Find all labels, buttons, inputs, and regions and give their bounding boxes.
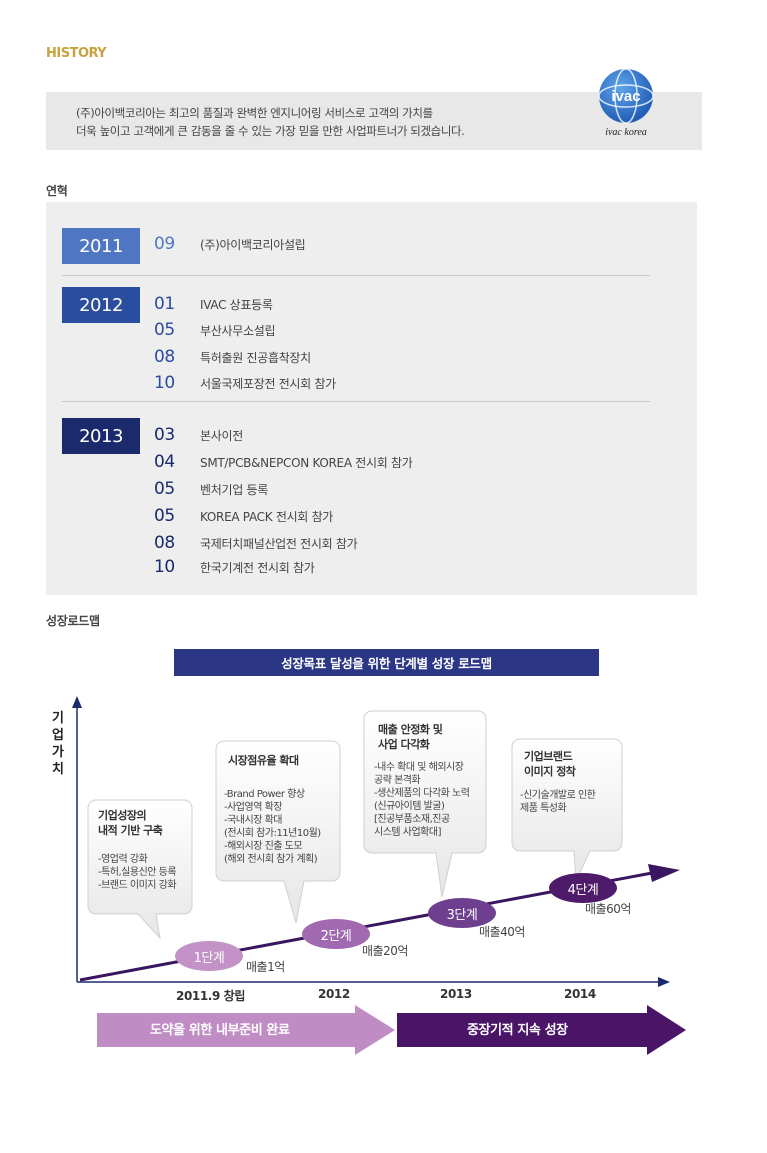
section-title-history: 연혁 [46, 184, 68, 198]
intro-text: (주)아이백코리아는 최고의 품질과 완벽한 엔지니어링 서비스로 고객의 가치… [76, 104, 465, 140]
history-heading: HISTORY [46, 46, 107, 61]
roadmap-banner: 성장목표 달성을 위한 단계별 성장 로드맵 [174, 649, 599, 676]
stage-4-sales: 매출60억 [585, 902, 631, 916]
entry-month: 05 [154, 320, 175, 340]
entry-month: 03 [154, 425, 175, 445]
stage-3-badge: 3단계 [428, 898, 496, 928]
stage-2-sales: 매출20억 [362, 944, 408, 958]
history-panel: 2011 09 (주)아이백코리아설립 2012 01 IVAC 상표등록 05… [46, 202, 697, 595]
bubble-3-title: 매출 안정화 및 사업 다각화 [378, 723, 443, 751]
history-entry: 03 본사이전 [154, 424, 243, 446]
entry-text: KOREA PACK 전시회 참가 [200, 509, 334, 524]
ivac-korea-logo: ivac ivac korea [598, 68, 654, 138]
entry-text: SMT/PCB&NEPCON KOREA 전시회 참가 [200, 455, 413, 470]
section-title-roadmap: 성장로드맵 [46, 614, 100, 628]
history-entry: 08 국제터치패널산업전 전시회 참가 [154, 532, 358, 554]
stage-3-sales: 매출40억 [479, 925, 525, 939]
intro-line-2: 더욱 높이고 고객에게 큰 감동을 줄 수 있는 가장 믿을 만한 사업파트너가… [76, 124, 465, 138]
bubble-2-text: -Brand Power 향상 -사업영역 확장 -국내시장 확대 (전시회 참… [224, 789, 321, 865]
bubble-1-title: 기업성장의 내적 기반 구축 [98, 809, 163, 837]
year-badge-2012: 2012 [62, 287, 140, 323]
entry-month: 01 [154, 294, 175, 314]
history-entry: 10 한국기계전 전시회 참가 [154, 556, 315, 578]
history-entry: 05 부산사무소설립 [154, 319, 275, 341]
entry-text: (주)아이백코리아설립 [200, 237, 306, 252]
history-entry: 08 특허출원 진공흡착장치 [154, 346, 311, 368]
bottom-arrow-1-label: 도약을 위한 내부준비 완료 [150, 1023, 290, 1038]
x-tick-label: 2013 [440, 987, 472, 1001]
history-entry: 04 SMT/PCB&NEPCON KOREA 전시회 참가 [154, 451, 413, 473]
x-tick-label: 2011.9 창립 [176, 989, 245, 1003]
y-axis-arrowhead [72, 696, 82, 708]
entry-month: 10 [154, 373, 175, 393]
year-badge-2011: 2011 [62, 228, 140, 264]
year-badge-2013: 2013 [62, 418, 140, 454]
entry-text: 한국기계전 전시회 참가 [200, 560, 315, 575]
bottom-arrow-2-label: 중장기적 지속 성장 [467, 1023, 568, 1038]
stage-2-badge: 2단계 [302, 919, 370, 949]
divider [62, 275, 650, 276]
intro-banner: (주)아이백코리아는 최고의 품질과 완벽한 엔지니어링 서비스로 고객의 가치… [46, 68, 702, 150]
x-axis-arrowhead [658, 977, 670, 987]
history-entry: 05 벤처기업 등록 [154, 478, 268, 500]
history-entry: 10 서울국제포장전 전시회 참가 [154, 372, 336, 394]
entry-month: 04 [154, 452, 175, 472]
entry-text: IVAC 상표등록 [200, 297, 273, 312]
growth-arrowhead [648, 864, 680, 882]
y-axis-label: 기업가치 [52, 711, 64, 777]
intro-line-1: (주)아이백코리아는 최고의 품질과 완벽한 엔지니어링 서비스로 고객의 가치… [76, 106, 433, 120]
stage-1-sales: 매출1억 [246, 960, 285, 974]
entry-text: 서울국제포장전 전시회 참가 [200, 376, 336, 391]
entry-month: 05 [154, 479, 175, 499]
entry-text: 벤처기업 등록 [200, 482, 268, 497]
bubble-1-text: -영업력 강화 -특허,실용신안 등록 -브랜드 이미지 강화 [98, 854, 177, 891]
entry-text: 본사이전 [200, 428, 243, 443]
entry-month: 08 [154, 347, 175, 367]
history-entry: 01 IVAC 상표등록 [154, 293, 273, 315]
bubble-4-text: -신기술개발로 인한 제품 특성화 [520, 790, 596, 814]
bubble-3-text: -내수 확대 및 해외시장 공략 본격화 -생산제품의 다각화 노력 (신규아이… [374, 762, 470, 838]
entry-text: 부산사무소설립 [200, 323, 276, 338]
bubble-2-title: 시장점유율 확대 [228, 754, 299, 767]
entry-month: 09 [154, 234, 175, 254]
bubble-4-title: 기업브랜드 이미지 정착 [524, 750, 576, 778]
entry-text: 특허출원 진공흡착장치 [200, 350, 311, 365]
x-tick-label: 2012 [318, 987, 350, 1001]
entry-month: 10 [154, 557, 175, 577]
logo-subtext: ivac korea [605, 127, 647, 138]
stage-4-badge: 4단계 [549, 873, 617, 903]
entry-month: 05 [154, 506, 175, 526]
stage-1-badge: 1단계 [175, 941, 243, 971]
x-tick-label: 2014 [564, 987, 596, 1001]
entry-text: 국제터치패널산업전 전시회 참가 [200, 536, 358, 551]
history-entry: 05 KOREA PACK 전시회 참가 [154, 505, 333, 527]
history-entry: 09 (주)아이백코리아설립 [154, 233, 306, 255]
entry-month: 08 [154, 533, 175, 553]
logo-text: ivac [611, 88, 640, 105]
divider [62, 401, 650, 402]
